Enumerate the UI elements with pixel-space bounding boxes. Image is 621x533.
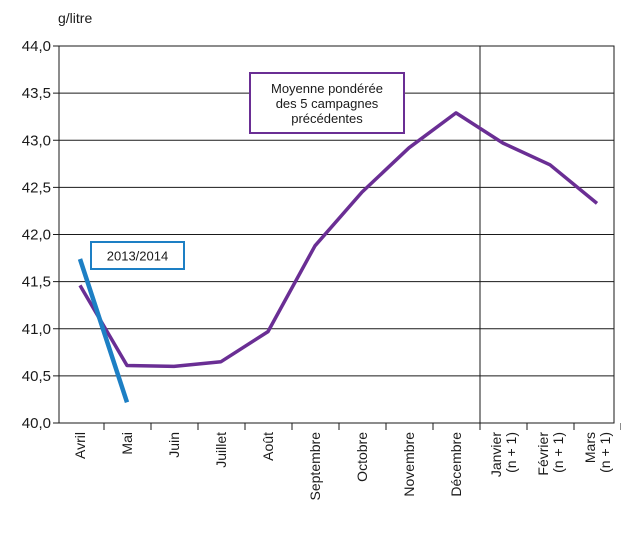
x-tick-label: Janvier(n + 1) [488, 432, 519, 477]
y-tick-label: 40,0 [22, 415, 51, 432]
x-tick-label: Septembre [307, 432, 323, 501]
x-tick-label: Février(n + 1) [535, 432, 566, 476]
x-tick-label: Mai [119, 432, 135, 455]
series-label-text: précédentes [291, 111, 363, 126]
x-tick-label: Juin [166, 432, 182, 458]
series-label-text: Moyenne pondérée [271, 81, 383, 96]
y-tick-label: 43,5 [22, 85, 51, 102]
x-tick-label: Août [260, 432, 276, 461]
x-axis-ticks: Avril Mai Juin Juillet Août Septembre Octobre N… [72, 423, 621, 500]
x-tick-label: Mars(n + 1) [582, 432, 613, 473]
series-label-text: des 5 campagnes [276, 96, 379, 111]
y-tick-label: 40,5 [22, 368, 51, 385]
series-line-2013-2014 [77, 258, 130, 404]
y-tick-label: 41,5 [22, 274, 51, 291]
y-tick-label: 42,0 [22, 227, 51, 244]
x-tick-label: Novembre [401, 432, 417, 497]
y-axis-ticks: 40,0 40,5 41,0 41,5 42,0 42,5 43,0 43,5 44,0 [22, 38, 59, 432]
series-label-text: 2013/2014 [107, 249, 168, 264]
y-axis-unit-label: g/litre [58, 10, 92, 26]
series-line-moyenne [78, 111, 599, 369]
x-tick-label: Octobre [354, 432, 370, 482]
x-tick-label: Juillet [213, 432, 229, 468]
y-tick-label: 41,0 [22, 321, 51, 338]
data-series [77, 111, 599, 404]
x-tick-label: Avril [72, 432, 88, 459]
plot-frame [58, 45, 615, 424]
y-tick-label: 44,0 [22, 38, 51, 55]
label-box-2013-2014 [90, 241, 185, 270]
label-box-moyenne [249, 72, 405, 134]
y-tick-label: 43,0 [22, 132, 51, 149]
x-tick-label: Décembre [448, 432, 464, 497]
y-tick-label: 42,5 [22, 179, 51, 196]
